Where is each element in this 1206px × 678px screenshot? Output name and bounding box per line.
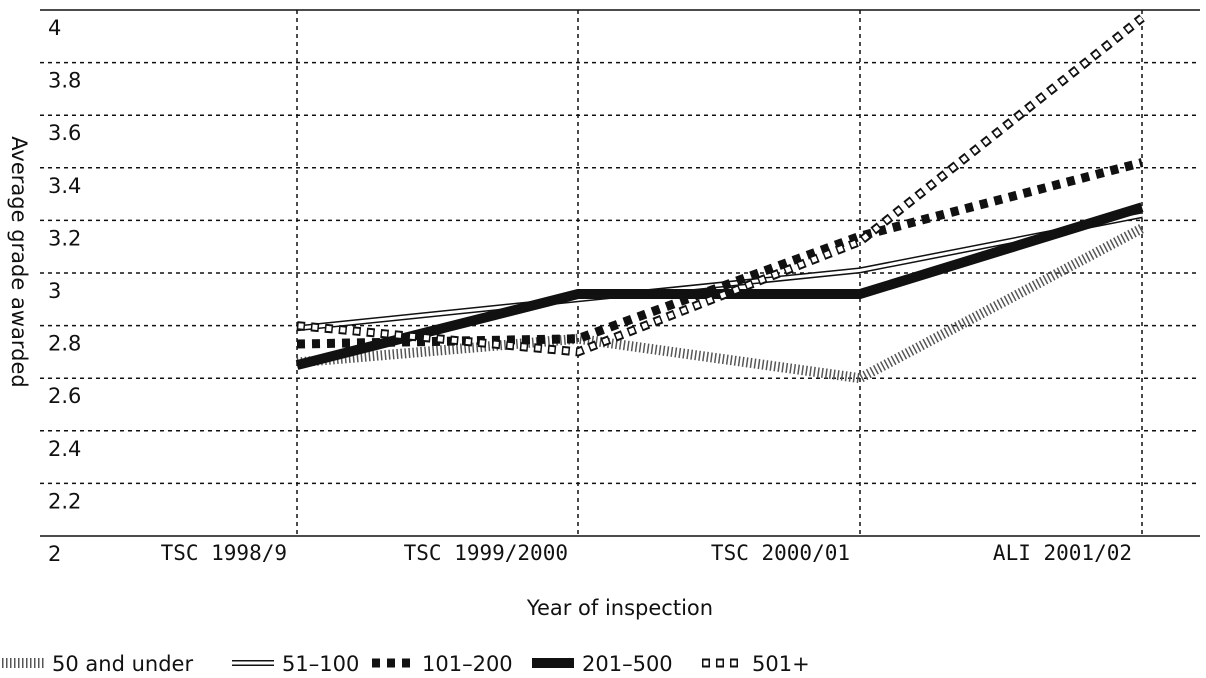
legend-label: 201–500 (582, 652, 673, 676)
legend-label: 50 and under (52, 652, 193, 676)
y-tick-label: 2.4 (48, 437, 81, 461)
y-tick-label: 2.2 (48, 489, 81, 513)
series-line-inner (296, 213, 1143, 330)
x-tick-label: ALI 2001/02 (993, 541, 1132, 565)
y-tick-label: 3.4 (48, 174, 81, 198)
x-tick-label: TSC 1998/9 (161, 541, 287, 565)
series-line (296, 212, 1143, 332)
x-tick-label: TSC 2000/01 (711, 541, 850, 565)
y-tick-label: 2.6 (48, 384, 81, 408)
legend-label: 101–200 (422, 652, 513, 676)
y-tick-label: 3.6 (48, 121, 81, 145)
y-tick-label: 3.8 (48, 69, 81, 93)
y-tick-label: 3.2 (48, 226, 81, 250)
y-axis-label: Average grade awarded (7, 136, 31, 387)
legend-label: 501+ (752, 652, 810, 676)
legend-label: 51–100 (282, 652, 359, 676)
x-axis-label: Year of inspection (526, 596, 713, 620)
y-tick-label: 4 (48, 16, 61, 40)
series-line-inner (296, 15, 1144, 355)
y-tick-label: 2 (48, 542, 61, 566)
y-tick-label: 3 (48, 279, 61, 303)
series-line (296, 223, 1145, 384)
y-tick-label: 2.8 (48, 332, 81, 356)
x-tick-label: TSC 1999/2000 (404, 541, 568, 565)
series-line (296, 14, 1145, 357)
